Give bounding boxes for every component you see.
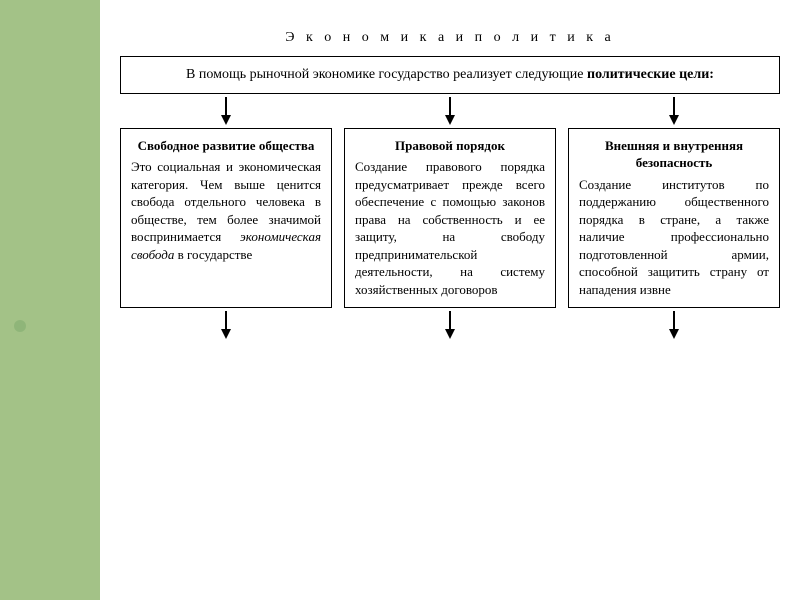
goal-box-2: Внешняя и внутренняя безопасность Создан…: [568, 128, 780, 308]
goal-title-2: Внешняя и внутренняя безопасность: [579, 137, 769, 172]
goal-body-2a: Создание институтов по поддержанию общес…: [579, 177, 769, 297]
goal-row: Свободное развитие общества Это социальн…: [120, 128, 780, 308]
slide-bullet: [14, 320, 26, 332]
header-text-bold: политические цели:: [587, 67, 714, 82]
goal-body-1a: Создание правового порядка предусматрива…: [355, 159, 545, 297]
bottom-arrow-row: [120, 308, 780, 342]
goal-title-1: Правовой порядок: [355, 137, 545, 155]
goal-body-0b: в государстве: [174, 247, 252, 262]
top-arrow-row: [120, 94, 780, 128]
page-title: Э к о н о м и к а и п о л и т и к а: [120, 30, 780, 46]
diagram-content: Э к о н о м и к а и п о л и т и к а В по…: [120, 30, 780, 342]
goal-box-1: Правовой порядок Создание правового поря…: [344, 128, 556, 308]
slide-sidebar: [0, 0, 100, 600]
header-text-prefix: В помощь рыночной экономике государство …: [186, 67, 587, 82]
goal-box-0: Свободное развитие общества Это социальн…: [120, 128, 332, 308]
header-box: В помощь рыночной экономике государство …: [120, 56, 780, 94]
goal-title-0: Свободное развитие общества: [131, 137, 321, 155]
